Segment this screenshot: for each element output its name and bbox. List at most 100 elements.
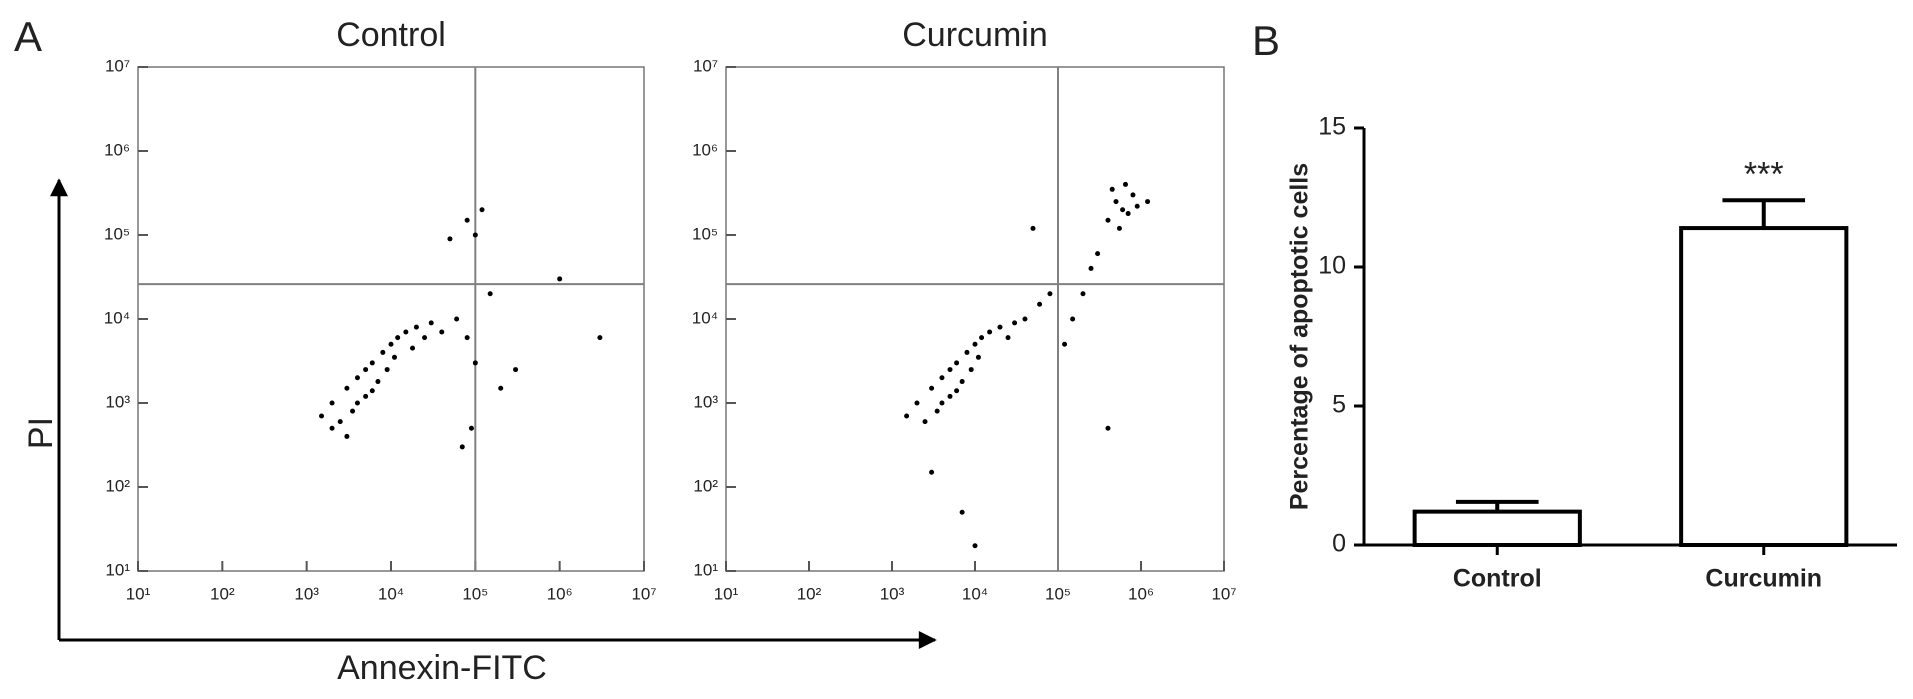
point (384, 367, 390, 373)
point (959, 379, 965, 385)
x-tick-label: 10¹ (714, 584, 739, 603)
point (904, 413, 910, 419)
y-tick-label: 10⁷ (105, 56, 130, 75)
point (1120, 207, 1126, 213)
point (939, 400, 945, 406)
x-tick-label: 10³ (294, 584, 319, 603)
point (1037, 301, 1043, 307)
point (939, 375, 945, 381)
point (975, 354, 981, 360)
point (513, 367, 519, 373)
point (472, 232, 478, 238)
y-tick-label: 10⁶ (692, 140, 718, 159)
point (1105, 425, 1111, 431)
x-tick-label: Control (1453, 565, 1542, 593)
y-axis-label: Percentage of apoptotic cells (1286, 163, 1314, 510)
x-tick-label: 10⁴ (378, 584, 404, 603)
x-tick-label: 10¹ (126, 584, 151, 603)
point (997, 324, 1003, 330)
point (1145, 199, 1151, 205)
point (464, 335, 470, 341)
point (350, 408, 356, 414)
point (454, 316, 460, 322)
x-tick-label: 10⁶ (1128, 584, 1154, 603)
point (934, 408, 940, 414)
point (464, 217, 470, 223)
y-tick-label: 10⁷ (693, 56, 718, 75)
point (391, 354, 397, 360)
point (363, 367, 369, 373)
y-tick-label: 10¹ (105, 560, 130, 579)
point (972, 341, 978, 347)
point (929, 469, 935, 475)
point (1125, 211, 1131, 217)
point (363, 393, 369, 399)
y-tick-label: 10³ (693, 392, 718, 411)
point (979, 335, 985, 341)
y-tick-label: 10² (105, 476, 130, 495)
bar (1679, 226, 1849, 548)
point (447, 236, 453, 242)
point (319, 413, 325, 419)
point (1122, 181, 1128, 187)
point (403, 329, 409, 335)
point (468, 425, 474, 431)
y-tick-label: 10 (1318, 252, 1346, 280)
plot-frame (725, 66, 1225, 572)
point (329, 400, 335, 406)
y-axis-label: PI (22, 417, 60, 449)
point (1105, 217, 1111, 223)
point (1109, 186, 1115, 192)
point (1047, 291, 1053, 297)
point (1080, 291, 1086, 297)
point (487, 291, 493, 297)
point (439, 329, 445, 335)
point (987, 329, 993, 335)
point (369, 388, 375, 394)
x-axis-label: Annexin-FITC (337, 649, 547, 687)
bar (1412, 509, 1582, 548)
point (947, 393, 953, 399)
x-tick-label: 10⁶ (547, 584, 573, 603)
y-tick-label: 10⁵ (692, 224, 718, 243)
panel-label: A (14, 13, 42, 60)
point (1134, 203, 1140, 209)
plot-frame (137, 66, 645, 572)
y-tick-label: 10⁵ (104, 224, 130, 243)
y-tick-label: 10² (693, 476, 718, 495)
point (1030, 225, 1036, 231)
point (479, 207, 485, 213)
point (344, 433, 350, 439)
point (413, 324, 419, 330)
y-tick-label: 10⁶ (104, 140, 130, 159)
y-tick-label: 10⁴ (104, 308, 130, 327)
point (1116, 225, 1122, 231)
point (947, 367, 953, 373)
point (972, 543, 978, 549)
x-tick-label: 10⁷ (1211, 584, 1236, 603)
y-tick-label: 10³ (105, 392, 130, 411)
point (929, 385, 935, 391)
point (922, 419, 928, 425)
point (472, 360, 478, 366)
point (1088, 265, 1094, 271)
panel-title: Curcumin (902, 16, 1047, 54)
point (1095, 251, 1101, 257)
point (428, 320, 434, 326)
panel-title: Control (336, 16, 446, 54)
point (498, 385, 504, 391)
y-tick-label: 0 (1332, 530, 1346, 558)
point (369, 360, 375, 366)
point (959, 509, 965, 515)
point (329, 425, 335, 431)
point (1005, 335, 1011, 341)
significance-label: *** (1744, 155, 1784, 193)
x-tick-label: 10⁴ (962, 584, 988, 603)
point (388, 341, 394, 347)
point (422, 335, 428, 341)
panel-label: B (1252, 17, 1280, 64)
point (1113, 199, 1119, 205)
point (954, 388, 960, 394)
point (344, 385, 350, 391)
point (375, 379, 381, 385)
